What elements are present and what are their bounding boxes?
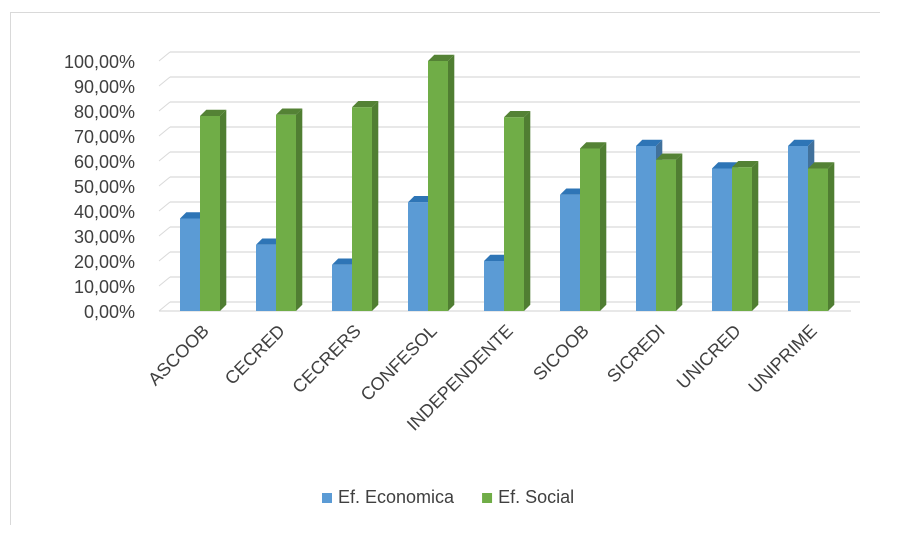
bar-top xyxy=(636,139,663,146)
bar-top xyxy=(180,212,207,219)
y-tick-label: 10,00% xyxy=(74,277,135,297)
y-axis-ticks: 0,00% 10,00% 20,00% 30,00% 40,00% 50,00% 60,00… xyxy=(64,52,135,322)
y-tick-label: 50,00% xyxy=(74,177,135,197)
gridline-depth xyxy=(158,301,171,312)
y-tick-label: 70,00% xyxy=(74,127,135,147)
bar-social xyxy=(808,162,835,311)
gridline-depth xyxy=(158,51,171,62)
bar-social xyxy=(504,110,531,311)
bar-side xyxy=(220,109,227,311)
legend: Ef. Economica Ef. Social xyxy=(322,487,574,507)
bar-front xyxy=(560,194,580,311)
bar-front xyxy=(408,202,428,311)
bar-top xyxy=(656,153,683,160)
bar-social xyxy=(276,108,303,311)
x-tick-label: UNICRED xyxy=(673,321,745,393)
bar-front xyxy=(276,114,296,311)
bar-front xyxy=(332,264,352,311)
bar-front xyxy=(180,218,200,311)
bar-social xyxy=(656,153,683,311)
bar-front xyxy=(788,146,808,311)
bar-side xyxy=(448,54,455,311)
x-tick-label: SICREDI xyxy=(603,321,669,387)
bar-side xyxy=(828,162,835,311)
bar-top xyxy=(712,162,739,169)
bar-top xyxy=(808,162,835,169)
bar-side xyxy=(372,100,379,311)
gridline-depth xyxy=(158,251,171,262)
gridline-depth xyxy=(158,276,171,287)
y-tick-label: 20,00% xyxy=(74,252,135,272)
gridline-depth xyxy=(158,76,171,87)
bar-front xyxy=(712,168,732,311)
legend-label: Ef. Economica xyxy=(338,487,455,507)
bar-top xyxy=(788,139,815,146)
x-tick-label: CECRERS xyxy=(288,321,364,397)
bar-front xyxy=(732,167,752,311)
bar-social xyxy=(352,100,379,311)
bar-side xyxy=(524,110,531,311)
legend-swatch xyxy=(322,493,332,503)
y-tick-label: 40,00% xyxy=(74,202,135,222)
legend-item: Ef. Social xyxy=(482,487,574,507)
bar-social xyxy=(580,142,607,311)
x-tick-label: ASCOOB xyxy=(144,321,213,390)
bar-top xyxy=(732,160,759,168)
gridline-depth xyxy=(158,201,171,212)
gridline-depth xyxy=(158,126,171,137)
bar-front xyxy=(504,117,524,311)
bar-top xyxy=(484,254,511,261)
bar-front xyxy=(352,107,372,311)
gridline-depth xyxy=(158,101,171,112)
bar-front xyxy=(636,146,656,311)
y-tick-label: 60,00% xyxy=(74,152,135,172)
legend-swatch xyxy=(482,493,493,503)
bar-front xyxy=(580,148,600,311)
bar-side xyxy=(296,108,303,311)
legend-label: Ef. Social xyxy=(498,487,574,507)
legend-item: Ef. Economica xyxy=(322,487,455,507)
gridline-depth xyxy=(158,226,171,237)
bar-top xyxy=(352,100,379,108)
y-tick-label: 100,00% xyxy=(64,52,135,72)
bar-side xyxy=(752,160,759,311)
x-tick-label: CECRED xyxy=(221,321,289,389)
bars xyxy=(180,54,835,311)
bar-top xyxy=(408,195,435,203)
y-tick-label: 0,00% xyxy=(84,302,135,322)
bar-social xyxy=(200,109,227,311)
x-tick-label: SICOOB xyxy=(529,321,593,385)
bar-top xyxy=(200,109,227,116)
gridline-depth xyxy=(158,176,171,187)
x-tick-label: CONFESOL xyxy=(357,321,441,405)
bar-top xyxy=(504,110,531,118)
bar-social xyxy=(428,54,455,311)
y-tick-label: 80,00% xyxy=(74,102,135,122)
chart-frame xyxy=(10,12,880,525)
x-tick-label: UNIPRIME xyxy=(744,321,820,397)
bar-side xyxy=(676,153,683,311)
bar-top xyxy=(276,108,303,115)
bar-top xyxy=(332,258,359,265)
bar-front xyxy=(428,61,448,311)
bar-front xyxy=(256,244,276,311)
bar-side xyxy=(600,142,607,311)
bar-front xyxy=(656,159,676,311)
y-tick-label: 30,00% xyxy=(74,227,135,247)
bar-top xyxy=(428,54,455,61)
bar-front xyxy=(808,168,828,311)
bar-front xyxy=(200,116,220,311)
bar-top xyxy=(560,188,587,195)
bar-top xyxy=(256,238,283,245)
bar-front xyxy=(484,261,504,311)
gridline-depth xyxy=(158,151,171,162)
bar-social xyxy=(732,160,759,311)
bar-top xyxy=(580,142,607,149)
y-tick-label: 90,00% xyxy=(74,77,135,97)
